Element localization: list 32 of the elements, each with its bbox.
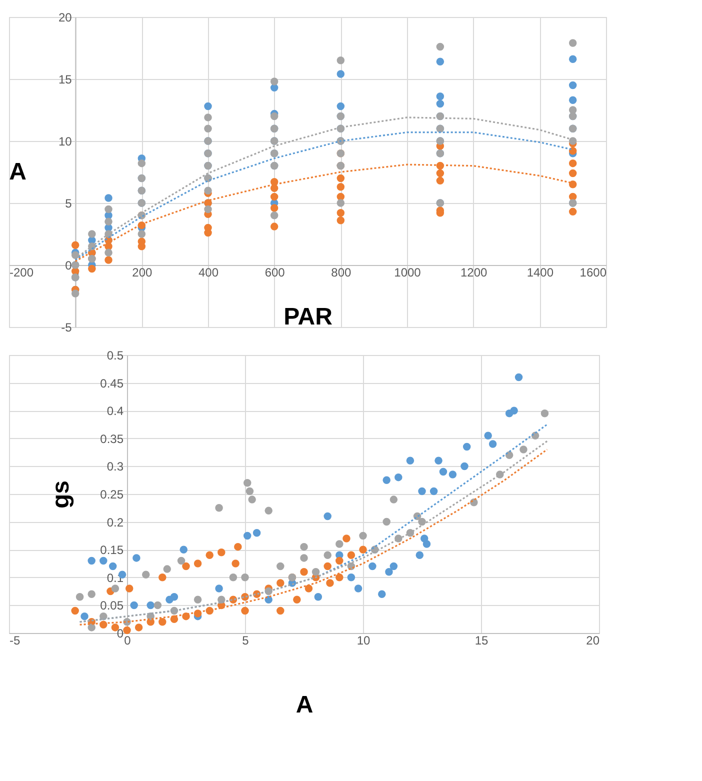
y-tick-label: 0.25 — [100, 488, 124, 502]
x-axis-title: A — [296, 692, 314, 718]
x-tick-label: 15 — [474, 634, 488, 648]
y-tick-label: 5 — [65, 196, 72, 210]
x-tick-label: 10 — [356, 634, 370, 648]
x-tick-label: 20 — [586, 634, 600, 648]
y-tick-label: 0.15 — [100, 543, 124, 558]
y-tick-label: -5 — [61, 320, 72, 334]
x-tick-label: 400 — [198, 266, 219, 280]
y-tick-label: 0.05 — [100, 598, 124, 613]
y-axis-title: gs — [48, 480, 74, 509]
y-tick-label: 15 — [58, 72, 72, 86]
y-axis-title: A — [9, 158, 27, 186]
y-tick-label: 0.3 — [106, 460, 124, 474]
x-tick-label: 1400 — [526, 266, 554, 280]
x-tick-label: 5 — [242, 634, 250, 648]
x-tick-label: 600 — [264, 266, 286, 280]
y-tick-label: 0.2 — [106, 515, 124, 530]
x-axis-title: PAR — [284, 304, 332, 330]
x-tick-label: 1200 — [460, 266, 488, 280]
y-tick-label: 0.5 — [106, 348, 124, 362]
x-tick-label: 800 — [331, 266, 352, 280]
y-tick-label: 0.35 — [100, 432, 124, 446]
x-tick-label: 1600 — [580, 266, 607, 280]
x-tick-label: -200 — [10, 266, 34, 280]
x-tick-label: -5 — [10, 634, 20, 648]
y-tick-label: 0.4 — [106, 404, 124, 418]
y-tick-label: 0.45 — [100, 376, 124, 390]
x-tick-label: 1000 — [394, 266, 422, 280]
y-tick-label: 10 — [58, 134, 72, 148]
y-tick-label: 20 — [58, 10, 72, 24]
x-tick-label: 200 — [132, 266, 152, 280]
